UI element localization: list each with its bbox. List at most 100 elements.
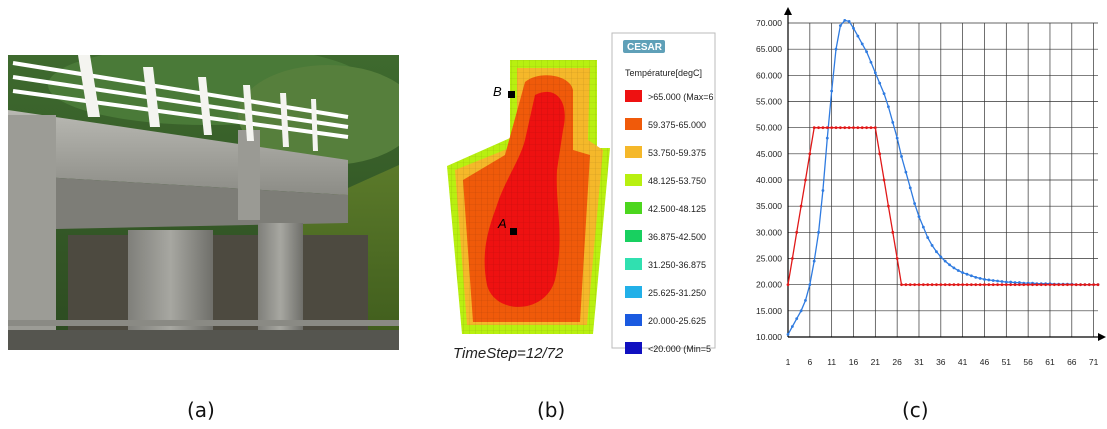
data-point bbox=[869, 126, 873, 130]
data-point bbox=[882, 92, 886, 96]
legend-box: CESAR Température[degC] >65.000 (Max=6 59… bbox=[611, 32, 716, 354]
y-tick-label: 45.000 bbox=[756, 149, 782, 159]
x-tick-label: 26 bbox=[892, 357, 902, 367]
data-point bbox=[808, 283, 812, 287]
point-b-marker bbox=[508, 91, 515, 98]
data-point bbox=[1061, 283, 1065, 287]
x-tick-label: 51 bbox=[1002, 357, 1012, 367]
data-point bbox=[825, 136, 829, 140]
data-point bbox=[961, 271, 965, 275]
data-point bbox=[852, 26, 855, 30]
caption-a: (a) bbox=[187, 398, 215, 422]
data-point bbox=[1070, 283, 1074, 287]
data-point bbox=[935, 250, 938, 254]
data-point bbox=[865, 126, 868, 130]
data-point bbox=[895, 136, 899, 140]
data-point bbox=[887, 204, 890, 208]
data-point bbox=[834, 47, 838, 51]
legend-label: 31.250-36.875 bbox=[648, 260, 706, 270]
data-point bbox=[917, 283, 921, 287]
data-point bbox=[895, 257, 899, 260]
data-point bbox=[795, 317, 799, 321]
x-tick-label: 41 bbox=[958, 357, 968, 367]
data-point bbox=[786, 283, 790, 287]
y-tick-label: 60.000 bbox=[756, 70, 782, 80]
data-point bbox=[808, 152, 812, 156]
data-point bbox=[991, 279, 995, 282]
x-tick-label: 66 bbox=[1067, 357, 1077, 367]
legend-label: 59.375-65.000 bbox=[648, 120, 706, 130]
data-point bbox=[878, 81, 882, 85]
legend-swatch bbox=[625, 174, 642, 186]
data-point bbox=[921, 283, 925, 287]
data-point bbox=[847, 126, 851, 130]
data-point bbox=[952, 283, 956, 287]
data-point bbox=[869, 60, 873, 64]
legend-title: Température[degC] bbox=[625, 68, 702, 78]
data-point bbox=[965, 272, 969, 276]
data-point bbox=[974, 275, 978, 279]
data-point bbox=[948, 263, 951, 267]
point-b-label: B bbox=[493, 84, 502, 99]
section-contour bbox=[447, 60, 610, 334]
data-point bbox=[838, 126, 842, 130]
data-point bbox=[873, 126, 877, 130]
data-point bbox=[817, 126, 820, 130]
legend-label: 42.500-48.125 bbox=[648, 204, 706, 214]
data-point bbox=[974, 283, 978, 287]
temperature-field-panel: B A TimeStep=12/72 CESAR Température[deg… bbox=[445, 30, 735, 365]
x-tick-label: 1 bbox=[786, 357, 791, 367]
data-point bbox=[1092, 283, 1096, 287]
legend-label: 53.750-59.375 bbox=[648, 148, 706, 158]
y-tick-label: 35.000 bbox=[756, 201, 782, 211]
data-point bbox=[952, 266, 956, 270]
data-point bbox=[983, 278, 986, 281]
legend-label: 25.625-31.250 bbox=[648, 288, 706, 298]
legend-label: >65.000 (Max=6 bbox=[648, 92, 714, 102]
data-point bbox=[904, 283, 908, 287]
legend-swatch bbox=[625, 342, 642, 354]
data-point bbox=[882, 178, 886, 182]
data-point bbox=[926, 236, 930, 239]
cesar-logo bbox=[623, 40, 665, 53]
data-point bbox=[913, 283, 917, 287]
data-point bbox=[1083, 283, 1087, 287]
data-point bbox=[978, 283, 982, 287]
data-point bbox=[996, 283, 999, 287]
data-point bbox=[908, 186, 912, 190]
data-point bbox=[830, 126, 834, 130]
y-tick-label: 15.000 bbox=[756, 306, 782, 316]
data-point bbox=[921, 225, 925, 229]
x-tick-label: 11 bbox=[827, 357, 836, 367]
x-tick-label: 36 bbox=[936, 357, 946, 367]
data-point bbox=[878, 152, 882, 156]
y-tick-label: 40.000 bbox=[756, 175, 782, 185]
data-point bbox=[843, 126, 847, 130]
y-tick-label: 10.000 bbox=[756, 332, 782, 342]
y-tick-label: 70.000 bbox=[756, 18, 782, 28]
legend-swatch bbox=[625, 258, 642, 270]
data-point bbox=[1013, 283, 1017, 287]
x-tick-label: 16 bbox=[849, 357, 859, 367]
x-tick-label: 21 bbox=[871, 357, 881, 367]
data-point bbox=[956, 283, 960, 287]
y-tick-label: 55.000 bbox=[756, 97, 782, 107]
data-point bbox=[795, 230, 799, 234]
data-point bbox=[1000, 283, 1004, 287]
legend-label: 48.125-53.750 bbox=[648, 176, 706, 186]
data-point bbox=[917, 215, 921, 219]
data-point bbox=[908, 283, 912, 287]
data-point bbox=[804, 298, 807, 302]
data-point bbox=[865, 50, 868, 54]
data-point bbox=[786, 332, 790, 336]
data-point bbox=[1018, 283, 1021, 287]
data-point bbox=[900, 283, 903, 287]
data-point bbox=[983, 283, 986, 287]
data-point bbox=[891, 230, 895, 234]
data-point bbox=[821, 126, 825, 130]
bridge-photo bbox=[8, 45, 418, 350]
point-a-label: A bbox=[497, 216, 507, 231]
data-point bbox=[843, 18, 847, 22]
x-tick-label: 71 bbox=[1089, 357, 1099, 367]
data-point bbox=[873, 71, 877, 75]
